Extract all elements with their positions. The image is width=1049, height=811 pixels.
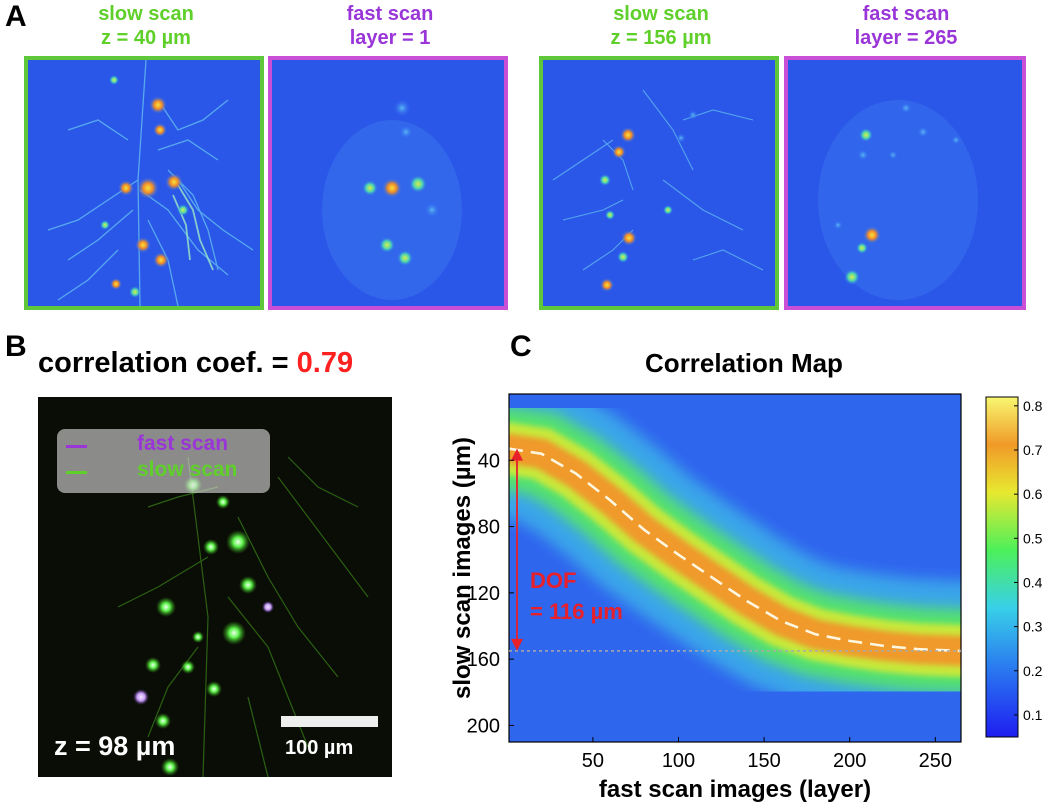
x-axis-label: fast scan images (layer) xyxy=(599,776,871,803)
legend-slow-label: slow scan xyxy=(137,458,238,481)
caption-fast-1: fast scan layer = 1 xyxy=(270,2,510,50)
scale-bar-label: 100 µm xyxy=(285,737,354,759)
colorbar-tick-label: 0.6 xyxy=(1023,486,1043,502)
panel-label-a: A xyxy=(5,0,27,33)
x-tick-label: 250 xyxy=(919,750,952,772)
caption-slow-2-line2: z = 156 µm xyxy=(610,27,712,49)
slow-scan-image-z156 xyxy=(539,56,779,310)
y-tick-label: 200 xyxy=(467,715,500,737)
caption-slow-1-line1: slow scan xyxy=(98,3,194,25)
legend-fast-label: fast scan xyxy=(137,432,229,455)
caption-slow-1-line2: z = 40 µm xyxy=(101,27,191,49)
dof-arrow-head-top xyxy=(511,448,523,461)
y-tick-label: 160 xyxy=(467,649,500,671)
x-tick-label: 200 xyxy=(833,750,866,772)
heatmap-plot-area xyxy=(509,394,961,742)
colorbar xyxy=(985,396,1019,738)
correlation-coef-line: correlation coef. = 0.79 xyxy=(38,347,353,380)
slow-scan-image-z40 xyxy=(24,56,264,310)
y-tick-label: 120 xyxy=(467,583,500,605)
colorbar-tick-label: 0.3 xyxy=(1023,619,1043,635)
fast-scan-image-layer265 xyxy=(784,56,1026,310)
x-tick-label: 50 xyxy=(582,750,604,772)
colorbar-tick-label: 0.4 xyxy=(1023,574,1043,590)
colorbar-tick-label: 0.2 xyxy=(1023,663,1043,679)
caption-fast-2: fast scan layer = 265 xyxy=(786,2,1026,50)
chart-title: Correlation Map xyxy=(645,348,843,378)
colorbar-tick-label: 0.1 xyxy=(1023,707,1043,723)
caption-fast-1-line2: layer = 1 xyxy=(349,27,431,49)
correlation-coef-label: correlation coef. = xyxy=(38,347,297,379)
correlation-coef-value: 0.79 xyxy=(296,347,354,379)
y-tick-label: 40 xyxy=(478,450,500,472)
y-axis-label: slow scan images (µm) xyxy=(449,437,476,699)
caption-fast-2-line1: fast scan xyxy=(862,3,950,25)
z-depth-label: z = 98 µm xyxy=(54,731,176,761)
panel-label-c: C xyxy=(510,330,532,363)
legend-slow-swatch xyxy=(66,471,87,474)
colorbar-tick-label: 0.7 xyxy=(1023,442,1043,458)
caption-slow-2: slow scan z = 156 µm xyxy=(541,2,781,50)
colorbar-tick-label: 0.8 xyxy=(1023,398,1043,414)
x-tick-label: 100 xyxy=(662,750,695,772)
caption-slow-1: slow scan z = 40 µm xyxy=(26,2,266,50)
dof-arrow-head-bottom xyxy=(511,638,523,651)
caption-fast-2-line2: layer = 265 xyxy=(854,27,958,49)
scale-bar xyxy=(281,716,378,727)
legend-fast-swatch xyxy=(66,445,87,448)
dof-label-line1: DOF xyxy=(530,568,576,593)
x-tick-label: 150 xyxy=(747,750,780,772)
fast-scan-image-layer1 xyxy=(268,56,508,310)
panel-label-b: B xyxy=(5,330,27,363)
ridge-fit-dashed-line xyxy=(509,447,961,653)
plot-frame xyxy=(508,393,962,743)
overlay-legend: fast scan slow scan xyxy=(57,429,270,493)
caption-slow-2-line1: slow scan xyxy=(613,3,709,25)
dof-label-line2: = 116 µm xyxy=(530,599,623,624)
y-tick-label: 80 xyxy=(478,517,500,539)
caption-fast-1-line1: fast scan xyxy=(346,3,434,25)
colorbar-tick-label: 0.5 xyxy=(1023,530,1043,546)
